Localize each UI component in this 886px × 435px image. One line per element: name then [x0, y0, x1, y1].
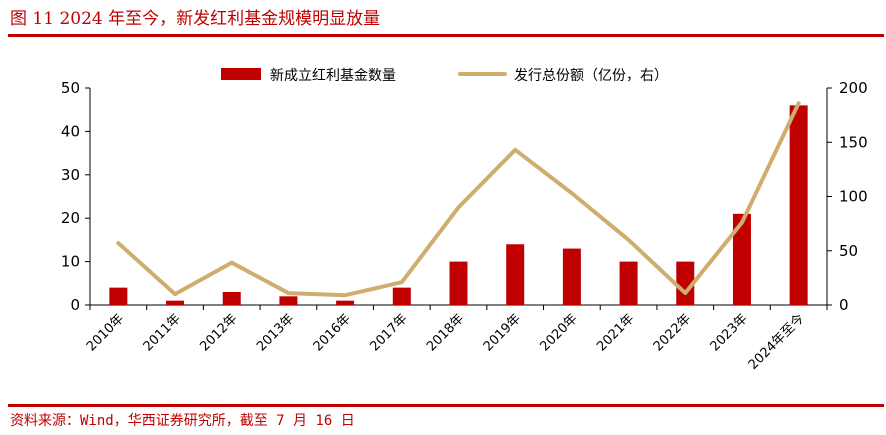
bar — [789, 105, 808, 305]
y-right-tick-label: 0 — [839, 296, 849, 314]
figure-title: 图 11 2024 年至今，新发红利基金规模明显放量 — [10, 9, 381, 29]
x-tick-label: 2013年 — [254, 311, 297, 354]
line-series — [116, 101, 801, 298]
x-tick-label: 2010年 — [84, 311, 127, 354]
source-divider — [8, 404, 884, 407]
y-left-tick-label: 50 — [61, 79, 80, 97]
bar — [222, 291, 241, 305]
legend-label-bar: 新成立红利基金数量 — [270, 67, 396, 84]
line-point — [740, 221, 744, 225]
line-point — [683, 291, 687, 295]
bar — [109, 287, 128, 305]
chart-legend: 新成立红利基金数量 发行总份额（亿份，右） — [221, 67, 668, 84]
line-point — [230, 261, 234, 265]
line-point — [400, 280, 404, 284]
bar — [676, 261, 695, 305]
title-divider — [8, 34, 884, 37]
bar — [619, 261, 638, 305]
line-point — [513, 148, 517, 152]
x-tick-label: 2019年 — [481, 311, 524, 354]
line-point — [343, 293, 347, 297]
bar-series — [109, 105, 808, 305]
bar — [562, 248, 581, 305]
line-point — [570, 191, 574, 195]
y-right-tick-label: 50 — [839, 242, 858, 260]
x-tick-label: 2021年 — [594, 311, 637, 354]
bar — [392, 287, 411, 305]
x-tick-label: 2023年 — [708, 311, 751, 354]
line-point — [116, 241, 120, 245]
y-right-tick-label: 200 — [839, 79, 868, 97]
bar — [449, 261, 468, 305]
bar — [732, 213, 751, 305]
x-tick-label: 2022年 — [651, 311, 694, 354]
x-tick-label: 2020年 — [538, 311, 581, 354]
y-left-tick-label: 40 — [61, 122, 80, 140]
line-point — [286, 291, 290, 295]
x-tick-label: 2016年 — [311, 311, 354, 354]
x-tick-label: 2012年 — [197, 311, 240, 354]
legend-label-line: 发行总份额（亿份，右） — [514, 68, 668, 84]
y-left-tick-label: 0 — [70, 296, 80, 314]
legend-swatch-bar — [221, 68, 261, 80]
bar — [336, 300, 355, 305]
line-point — [797, 101, 801, 105]
y-left-tick-label: 20 — [61, 209, 80, 227]
line-point — [457, 205, 460, 209]
y-right-tick-label: 100 — [839, 188, 868, 206]
line-point — [627, 238, 631, 242]
bar — [506, 244, 525, 305]
source-note: 资料来源：Wind，华西证券研究所，截至 7 月 16 日 — [10, 413, 355, 429]
line-point — [173, 292, 177, 296]
y-right-tick-label: 150 — [839, 133, 868, 151]
y-left-tick-label: 30 — [61, 166, 80, 184]
x-tick-label: 2024年至今 — [745, 311, 807, 373]
y-left-tick-label: 10 — [61, 253, 80, 271]
x-tick-label: 2017年 — [367, 311, 410, 354]
x-tick-label: 2018年 — [424, 311, 467, 354]
bar — [166, 300, 185, 305]
x-tick-label: 2011年 — [141, 311, 184, 354]
bar — [279, 296, 298, 305]
